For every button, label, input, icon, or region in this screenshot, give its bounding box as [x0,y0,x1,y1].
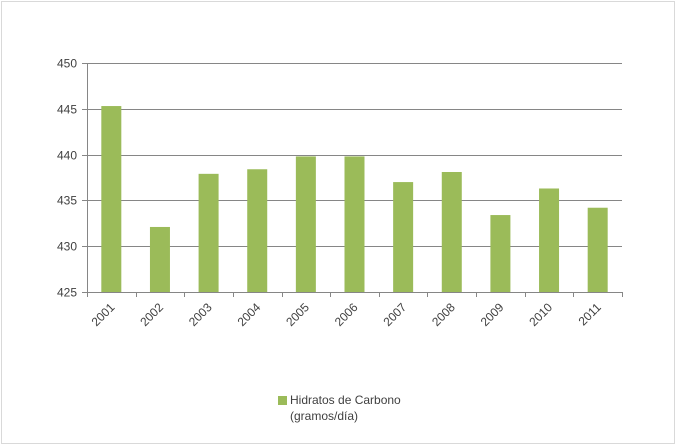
legend-swatch [278,396,287,405]
x-tick-label-2002: 2002 [137,300,166,329]
y-tick-label-425: 425 [57,286,77,300]
x-tick-label-2010: 2010 [526,300,555,329]
bar-2010 [539,188,560,292]
axes [82,63,623,297]
bar-2006 [344,156,365,292]
y-tick-label-440: 440 [57,149,77,163]
x-tick-label-2006: 2006 [332,300,361,329]
x-tick-label-2011: 2011 [576,300,604,328]
x-tick-label-2003: 2003 [186,300,215,329]
x-tick-label-2009: 2009 [478,300,507,329]
bar-2001 [101,106,122,292]
bar-2005 [295,156,316,292]
x-tick-label-2008: 2008 [429,300,458,329]
legend-label: Hidratos de Carbono (gramos/día) [290,393,401,423]
bar-2004 [247,169,268,292]
x-tick-label-2001: 2001 [89,300,118,329]
x-tick-label-2005: 2005 [283,300,312,329]
bar-2009 [490,215,511,292]
y-tick-label-430: 430 [57,240,77,254]
y-tick-label-435: 435 [57,194,77,208]
x-tick-label-2007: 2007 [380,300,409,329]
bar-series [101,106,608,292]
bar-2011 [587,207,608,292]
bar-2007 [393,182,414,292]
bar-2003 [198,173,219,292]
x-tick-label-2004: 2004 [235,300,264,329]
bar-2002 [149,226,170,292]
bar-2008 [441,172,462,292]
tick-labels: 425 430 435 440 445 450 2001 2002 2003 2004 2005 20… [57,57,604,330]
y-tick-label-445: 445 [57,103,77,117]
y-tick-label-450: 450 [57,57,77,71]
